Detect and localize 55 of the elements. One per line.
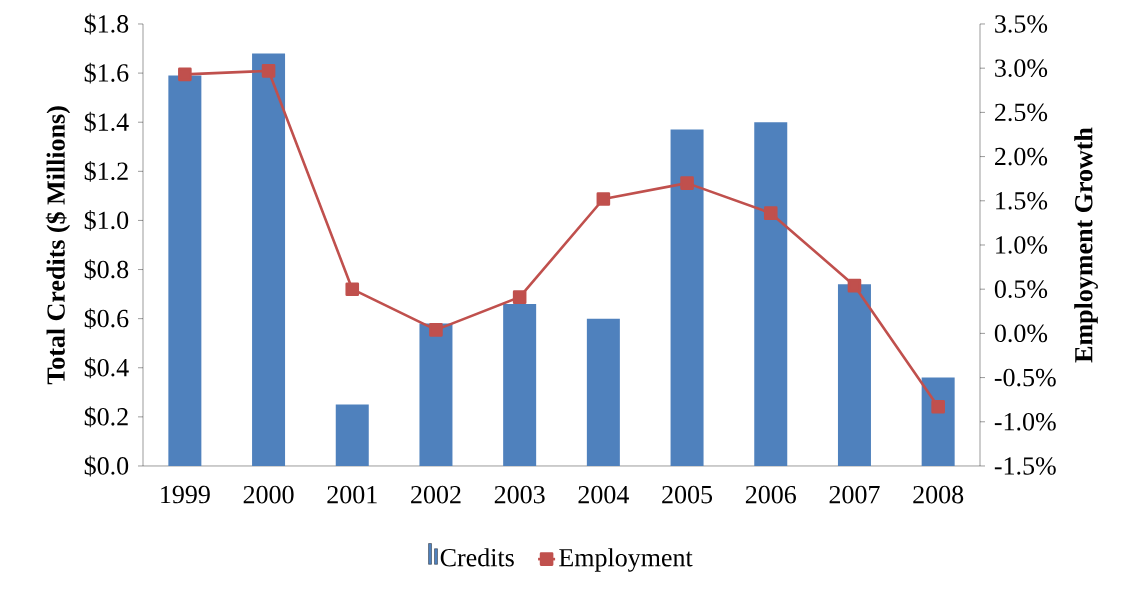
y-tick-label: $1.4 — [84, 111, 129, 133]
point — [261, 64, 276, 78]
y2-tick-label: 0.5% — [994, 280, 1048, 299]
bar — [252, 53, 286, 466]
x-tick-label: 2001 — [327, 485, 377, 504]
y-tick-label: $1.0 — [84, 210, 129, 231]
x-tick-label: 2007 — [829, 485, 880, 504]
bar — [419, 323, 453, 466]
x-tick-label: 1999 — [161, 485, 210, 504]
point — [931, 399, 945, 414]
y-tick-label: $0.6 — [84, 308, 129, 330]
y-tick-label: $1.8 — [84, 13, 129, 35]
x-tick-label: 2003 — [494, 485, 545, 504]
bar — [168, 75, 202, 466]
point — [178, 67, 192, 82]
y2-tick-label: 0.0% — [994, 324, 1048, 343]
y-tick-label: $0.8 — [84, 259, 129, 280]
legend-label: Employment — [559, 548, 693, 572]
x-tick-label: 2004 — [578, 485, 629, 504]
y2-tick-label: -0.5% — [994, 368, 1056, 387]
y-tick-label: $0.4 — [84, 357, 129, 379]
bar — [670, 129, 704, 466]
y2-axis-title: Employment Growth — [1074, 127, 1098, 363]
y-tick-label: $0.2 — [84, 406, 128, 428]
point — [680, 176, 694, 190]
point — [512, 290, 527, 304]
y2-tick-label: -1.5% — [994, 457, 1056, 475]
x-tick-label: 2000 — [243, 485, 294, 504]
y2-tick-label: 1.5% — [996, 191, 1048, 210]
bar — [335, 404, 369, 466]
y-tick-label: $1.2 — [84, 160, 128, 182]
legend-label: Credits — [440, 548, 514, 567]
y2-tick-label: 1.0% — [996, 236, 1048, 254]
y2-tick-label: 3.0% — [995, 59, 1048, 78]
y2-tick-label: 2.5% — [995, 103, 1048, 122]
x-tick-label: 2006 — [745, 485, 796, 504]
y2-tick-label: 3.5% — [995, 15, 1048, 33]
point — [345, 282, 360, 296]
x-tick-label: 2002 — [411, 485, 461, 504]
y2-tick-label: 2.0% — [995, 147, 1048, 166]
y-axis-title: Total Credits ($ Millions) — [45, 106, 71, 385]
y2-tick-label: -1.0% — [994, 412, 1056, 431]
y-tick-label: $1.6 — [84, 62, 129, 84]
point — [429, 323, 443, 337]
bar — [754, 122, 788, 466]
x-tick-label: 2005 — [662, 485, 713, 504]
bar — [503, 303, 537, 466]
bar — [586, 318, 620, 466]
point — [847, 278, 862, 293]
bar — [921, 377, 955, 466]
bar — [837, 284, 871, 466]
y-tick-label: $0.0 — [84, 455, 129, 477]
point — [763, 206, 778, 220]
x-tick-label: 2008 — [913, 485, 964, 504]
point — [596, 192, 611, 206]
